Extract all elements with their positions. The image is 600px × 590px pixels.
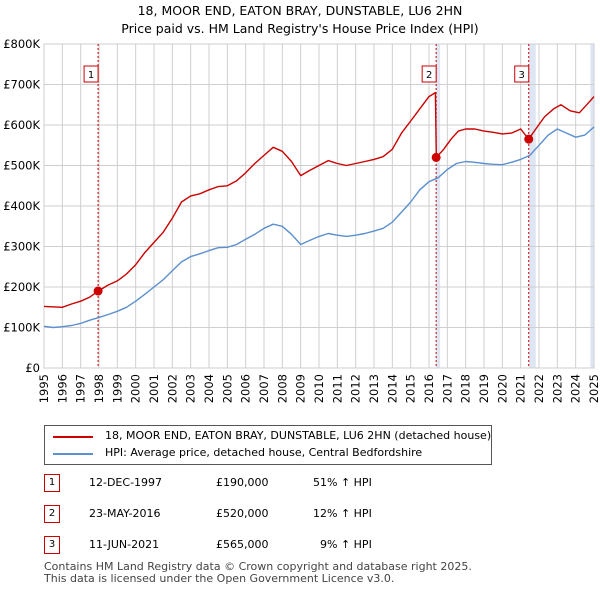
sale-point [93,286,103,296]
x-tick-label: 2003 [184,374,198,403]
sale-hpi-diff: 12% ↑ HPI [313,507,372,520]
x-tick-label: 2000 [129,374,143,403]
y-tick-label: £200K [3,280,40,294]
sale-price: £520,000 [216,507,269,520]
x-tick-label: 2015 [404,374,418,403]
sale-label-number: 1 [88,70,94,81]
y-tick-label: £0 [25,361,40,375]
legend-label-property: 18, MOOR END, EATON BRAY, DUNSTABLE, LU6… [105,429,492,442]
x-tick-label: 2001 [147,374,161,403]
x-tick-label: 2004 [202,374,216,403]
x-tick-label: 2016 [422,374,436,403]
sale-price: £565,000 [216,538,269,551]
x-tick-label: 2013 [367,374,381,403]
sale-number-badge: 1 [44,474,60,492]
x-tick-label: 2021 [514,374,528,403]
x-tick-label: 2024 [569,374,583,403]
sale-price: £190,000 [216,476,269,489]
sale-number-badge: 3 [44,536,60,554]
legend-swatch-hpi [53,453,93,455]
x-tick-label: 2009 [294,374,308,403]
sale-date: 12-DEC-1997 [89,476,163,489]
sale-label-box [514,65,530,83]
legend-label-hpi: HPI: Average price, detached house, Cent… [105,446,423,459]
price-chart: £0 £100K £200K £300K £400K £500K £600K £700K £80… [3,37,600,403]
x-tick-label: 2019 [477,374,491,403]
x-tick-label: 2017 [440,374,454,403]
sale-point [524,134,534,144]
sale-label-number: 3 [519,70,525,81]
footer-licence: This data is licensed under the Open Gov… [44,572,395,585]
legend-swatch-property [53,436,93,438]
chart-title: 18, MOOR END, EATON BRAY, DUNSTABLE, LU6… [137,3,463,18]
x-tick-label: 2022 [532,374,546,403]
x-tick-label: 1996 [55,374,69,403]
x-tick-label: 2023 [550,374,564,403]
x-tick-label: 2020 [495,374,509,403]
sale-label-number: 2 [426,70,432,81]
x-tick-label: 2010 [312,374,326,403]
y-tick-label: £700K [3,78,40,92]
y-tick-label: £300K [3,240,40,254]
sale-hpi-diff: 51% ↑ HPI [313,476,372,489]
y-tick-label: £800K [3,37,40,51]
sale-hpi-diff: 9% ↑ HPI [320,538,372,551]
x-tick-label: 1997 [74,374,88,403]
x-tick-label: 2002 [165,374,179,403]
x-tick-label: 1999 [110,374,124,403]
x-tick-label: 2025 [587,374,600,403]
x-tick-label: 1998 [92,374,106,403]
y-tick-label: £500K [3,159,40,173]
sale-point [431,152,441,162]
sale-label-box [83,65,99,83]
footer-copyright: Contains HM Land Registry data © Crown c… [44,560,472,573]
x-tick-label: 2014 [385,374,399,403]
property-price-line [43,91,595,308]
sale-label-box [421,65,437,83]
sale-date: 11-JUN-2021 [89,538,160,551]
y-tick-label: £100K [3,321,40,335]
chart-subtitle: Price paid vs. HM Land Registry's House … [121,21,479,36]
x-tick-label: 2008 [275,374,289,403]
x-tick-label: 2007 [257,374,271,403]
hpi-line [43,126,595,329]
x-tick-label: 2018 [459,374,473,403]
x-tick-label: 1995 [37,374,51,403]
sale-date: 23-MAY-2016 [89,507,161,520]
x-tick-label: 2012 [349,374,363,403]
x-tick-label: 2005 [220,374,234,403]
x-tick-label: 2006 [239,374,253,403]
y-tick-label: £400K [3,199,40,213]
x-tick-label: 2011 [330,374,344,403]
y-tick-label: £600K [3,118,40,132]
sale-number-badge: 2 [44,505,60,523]
legend: 18, MOOR END, EATON BRAY, DUNSTABLE, LU6… [44,425,492,465]
